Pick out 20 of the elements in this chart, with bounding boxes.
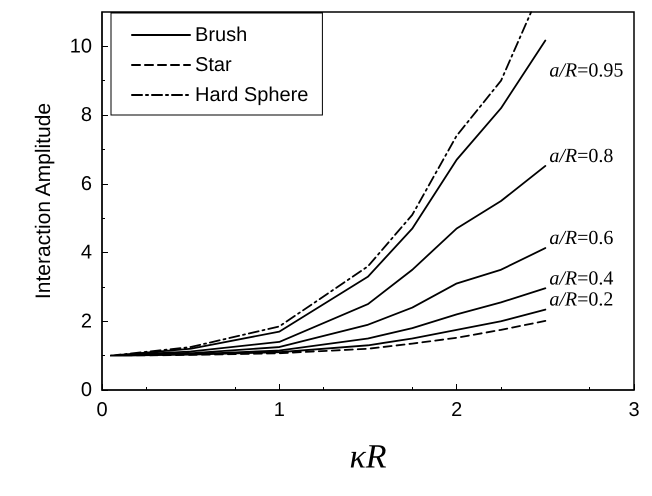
y-tick-label: 4 xyxy=(80,242,92,264)
x-tick-label: 1 xyxy=(274,399,285,421)
y-tick-label: 10 xyxy=(70,35,92,58)
legend-label: Hard Sphere xyxy=(195,84,308,106)
annotation: a/R=0.8 xyxy=(549,144,614,167)
x-axis-title: κR xyxy=(349,438,387,476)
legend-label: Star xyxy=(195,54,232,76)
annotation: a/R=0.2 xyxy=(549,288,614,311)
x-tick-label: 3 xyxy=(628,399,640,421)
y-axis-title: Interaction Amplitude xyxy=(32,102,55,300)
legend-label: Brush xyxy=(195,24,248,46)
annotation: a/R=0.6 xyxy=(549,227,614,250)
y-tick-label: 2 xyxy=(80,310,92,332)
x-tick-label: 0 xyxy=(96,399,108,421)
x-tick-label: 2 xyxy=(451,399,462,421)
y-tick-label: 0 xyxy=(80,379,92,401)
y-tick-label: 8 xyxy=(80,104,92,126)
annotation: a/R=0.95 xyxy=(549,60,624,82)
annotation: a/R=0.4 xyxy=(549,267,614,290)
y-tick-label: 6 xyxy=(80,172,92,195)
